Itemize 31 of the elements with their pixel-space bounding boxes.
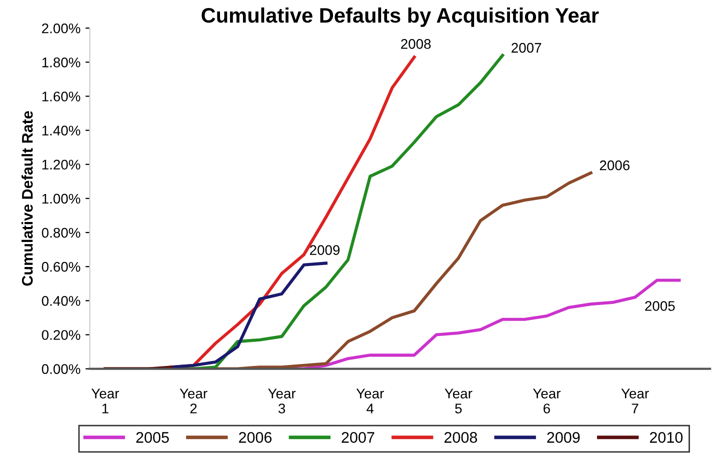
y-tick-label: 1.20% [42, 160, 80, 170]
x-tick-label: Year 6 [533, 388, 561, 414]
y-tick-label: 1.40% [42, 126, 80, 136]
y-tick-label: 0.40% [42, 296, 80, 306]
y-tick-label: 0.00% [42, 364, 80, 374]
legend-label: 2009 [547, 432, 580, 443]
annotation: 2007 [512, 42, 542, 53]
annotation: 2009 [310, 245, 340, 255]
x-tick-label: Year 5 [444, 388, 472, 414]
y-tick-label: 0.20% [42, 330, 80, 340]
chart-title: Cumulative Defaults by Acquisition Year [202, 7, 599, 27]
x-tick-label: Year 1 [91, 388, 120, 414]
y-tick-label: 1.80% [42, 58, 80, 68]
x-tick-label: Year 3 [268, 388, 296, 414]
annotation: 2008 [401, 39, 431, 49]
annotation: 2006 [600, 160, 630, 170]
legend-label: 2008 [444, 432, 478, 443]
y-tick-label: 1.60% [42, 92, 80, 102]
legend-label: 2006 [239, 432, 272, 443]
y-tick-label: 2.00% [42, 23, 80, 34]
x-tick-label: Year 7 [621, 388, 649, 414]
y-tick-label: 0.80% [42, 228, 80, 238]
legend-label: 2005 [136, 432, 169, 443]
y-tick-label: 0.60% [42, 262, 80, 272]
annotation: 2005 [645, 301, 675, 311]
legend-label: 2007 [342, 432, 374, 443]
x-tick-label: Year 2 [180, 388, 208, 414]
y-axis-title: Cumulative Default Rate [22, 111, 33, 286]
y-tick-label: 1.00% [42, 194, 80, 204]
x-tick-label: Year 4 [356, 388, 384, 414]
legend-label: 2010 [650, 432, 683, 443]
